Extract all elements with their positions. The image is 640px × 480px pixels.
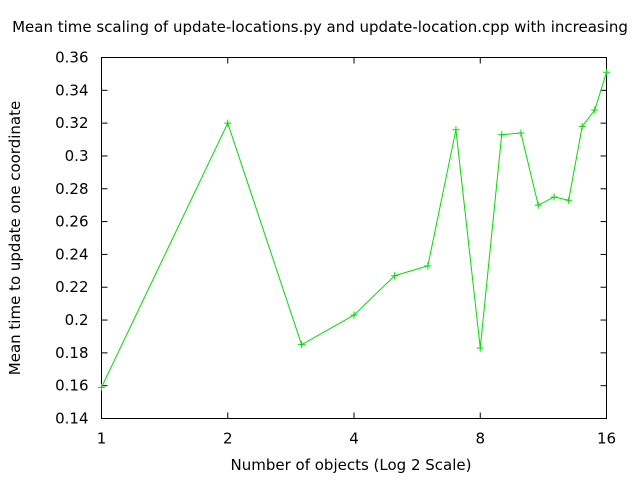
plot-frame xyxy=(101,57,607,419)
data-point xyxy=(350,311,358,319)
x-tick-label: 4 xyxy=(349,430,359,448)
data-point xyxy=(534,201,542,209)
data-point xyxy=(98,383,105,391)
y-tick-label: 0.24 xyxy=(55,245,88,263)
data-point xyxy=(578,122,586,130)
data-point xyxy=(603,68,610,76)
x-tick-label: 16 xyxy=(597,430,616,448)
data-point xyxy=(298,341,306,349)
y-tick-label: 0.26 xyxy=(55,213,88,231)
data-point xyxy=(498,131,506,139)
data-point xyxy=(452,126,460,134)
y-tick-label: 0.36 xyxy=(55,49,88,67)
data-point xyxy=(565,196,573,204)
y-tick-label: 0.14 xyxy=(55,410,88,428)
y-tick-label: 0.2 xyxy=(65,311,89,329)
x-tick-label: 8 xyxy=(475,430,485,448)
data-point xyxy=(517,129,525,137)
y-axis-label: Mean time to update one coordinate xyxy=(6,101,24,375)
series-line xyxy=(101,72,607,388)
data-point xyxy=(424,262,432,270)
y-tick-label: 0.18 xyxy=(55,344,88,362)
chart-title: Mean time scaling of update-locations.py… xyxy=(12,18,628,36)
data-point xyxy=(476,344,484,352)
data-point xyxy=(591,106,599,114)
y-tick-label: 0.28 xyxy=(55,180,88,198)
x-axis: 1 2 4 8 16 xyxy=(97,57,616,448)
x-tick-label: 1 xyxy=(97,430,107,448)
data-point xyxy=(391,272,399,280)
y-axis: 0.14 0.16 0.18 0.2 0.22 0.24 0.26 0.28 0.3 0.32 0.… xyxy=(55,49,607,428)
y-tick-label: 0.32 xyxy=(55,114,88,132)
x-axis-label: Number of objects (Log 2 Scale) xyxy=(231,456,472,474)
y-tick-label: 0.22 xyxy=(55,278,88,296)
y-tick-label: 0.34 xyxy=(55,81,88,99)
data-point xyxy=(550,193,558,201)
series-layer xyxy=(98,68,610,391)
data-point xyxy=(224,119,232,127)
y-tick-label: 0.3 xyxy=(65,147,89,165)
y-tick-label: 0.16 xyxy=(55,377,88,395)
x-tick-label: 2 xyxy=(223,430,233,448)
